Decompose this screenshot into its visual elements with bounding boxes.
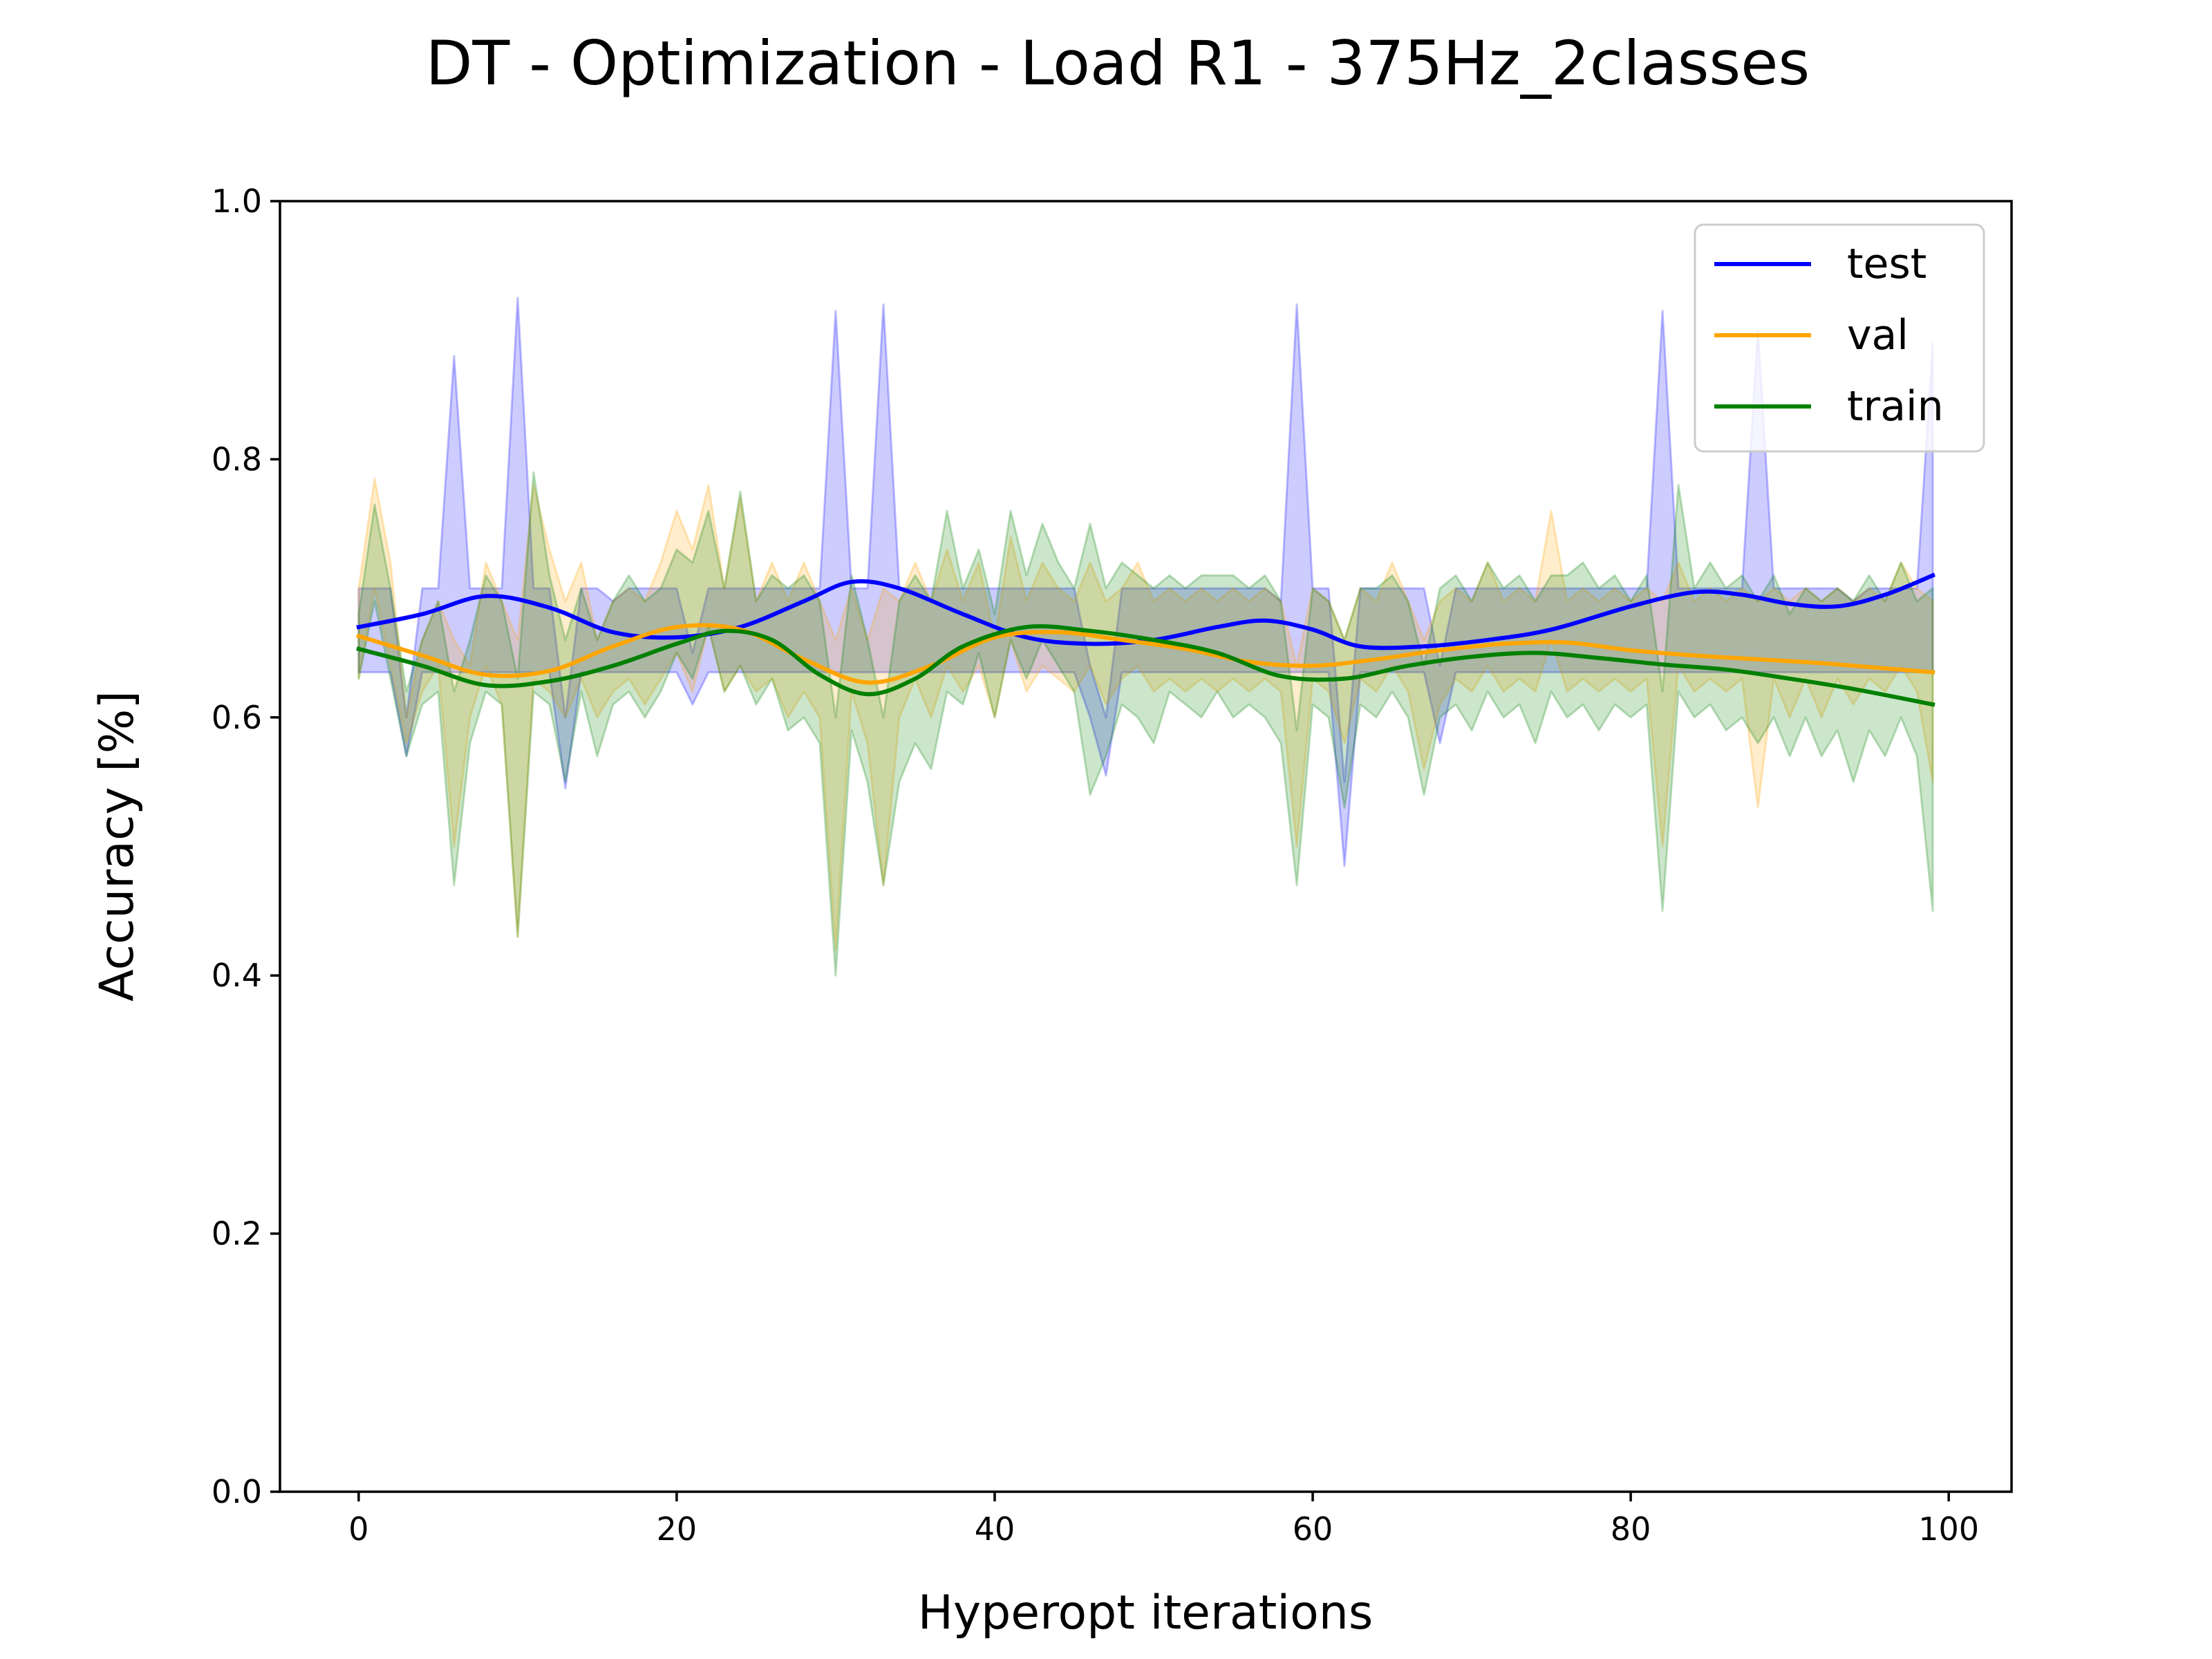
y-tick-label: 0.0 bbox=[212, 1473, 262, 1510]
legend-label-test: test bbox=[1847, 240, 1927, 288]
x-tick-label: 0 bbox=[348, 1510, 368, 1548]
chart-title: DT - Optimization - Load R1 - 375Hz_2cla… bbox=[426, 28, 1810, 99]
y-axis: 0.0 0.2 0.4 0.6 0.8 1.0 bbox=[212, 182, 280, 1510]
series-lines bbox=[356, 572, 1936, 707]
x-tick-label: 100 bbox=[1918, 1510, 1979, 1548]
x-axis: 0 20 40 60 80 100 bbox=[348, 1492, 1979, 1548]
y-tick-label: 1.0 bbox=[212, 182, 262, 220]
legend-label-train: train bbox=[1847, 382, 1944, 431]
x-tick-label: 40 bbox=[975, 1510, 1015, 1548]
legend-label-val: val bbox=[1847, 311, 1909, 359]
legend-box bbox=[1694, 223, 1985, 453]
y-axis-title: Accuracy [%] bbox=[90, 691, 144, 1002]
x-tick-label: 80 bbox=[1611, 1510, 1651, 1548]
y-tick-label: 0.2 bbox=[212, 1215, 262, 1253]
y-tick-label: 0.6 bbox=[212, 699, 262, 736]
x-axis-title: Hyperopt iterations bbox=[918, 1586, 1374, 1640]
confidence-bands bbox=[357, 297, 1934, 977]
legend: test val train bbox=[1694, 223, 1985, 453]
series-line-val bbox=[356, 623, 1936, 685]
x-tick-label: 20 bbox=[657, 1510, 697, 1548]
series-line-train bbox=[356, 624, 1936, 707]
plot-area-frame bbox=[279, 200, 2013, 1493]
y-tick-label: 0.8 bbox=[212, 440, 262, 478]
x-tick-label: 60 bbox=[1293, 1510, 1333, 1548]
series-line-test bbox=[356, 572, 1936, 650]
y-tick-label: 0.4 bbox=[212, 957, 262, 994]
band-val bbox=[357, 477, 1934, 951]
